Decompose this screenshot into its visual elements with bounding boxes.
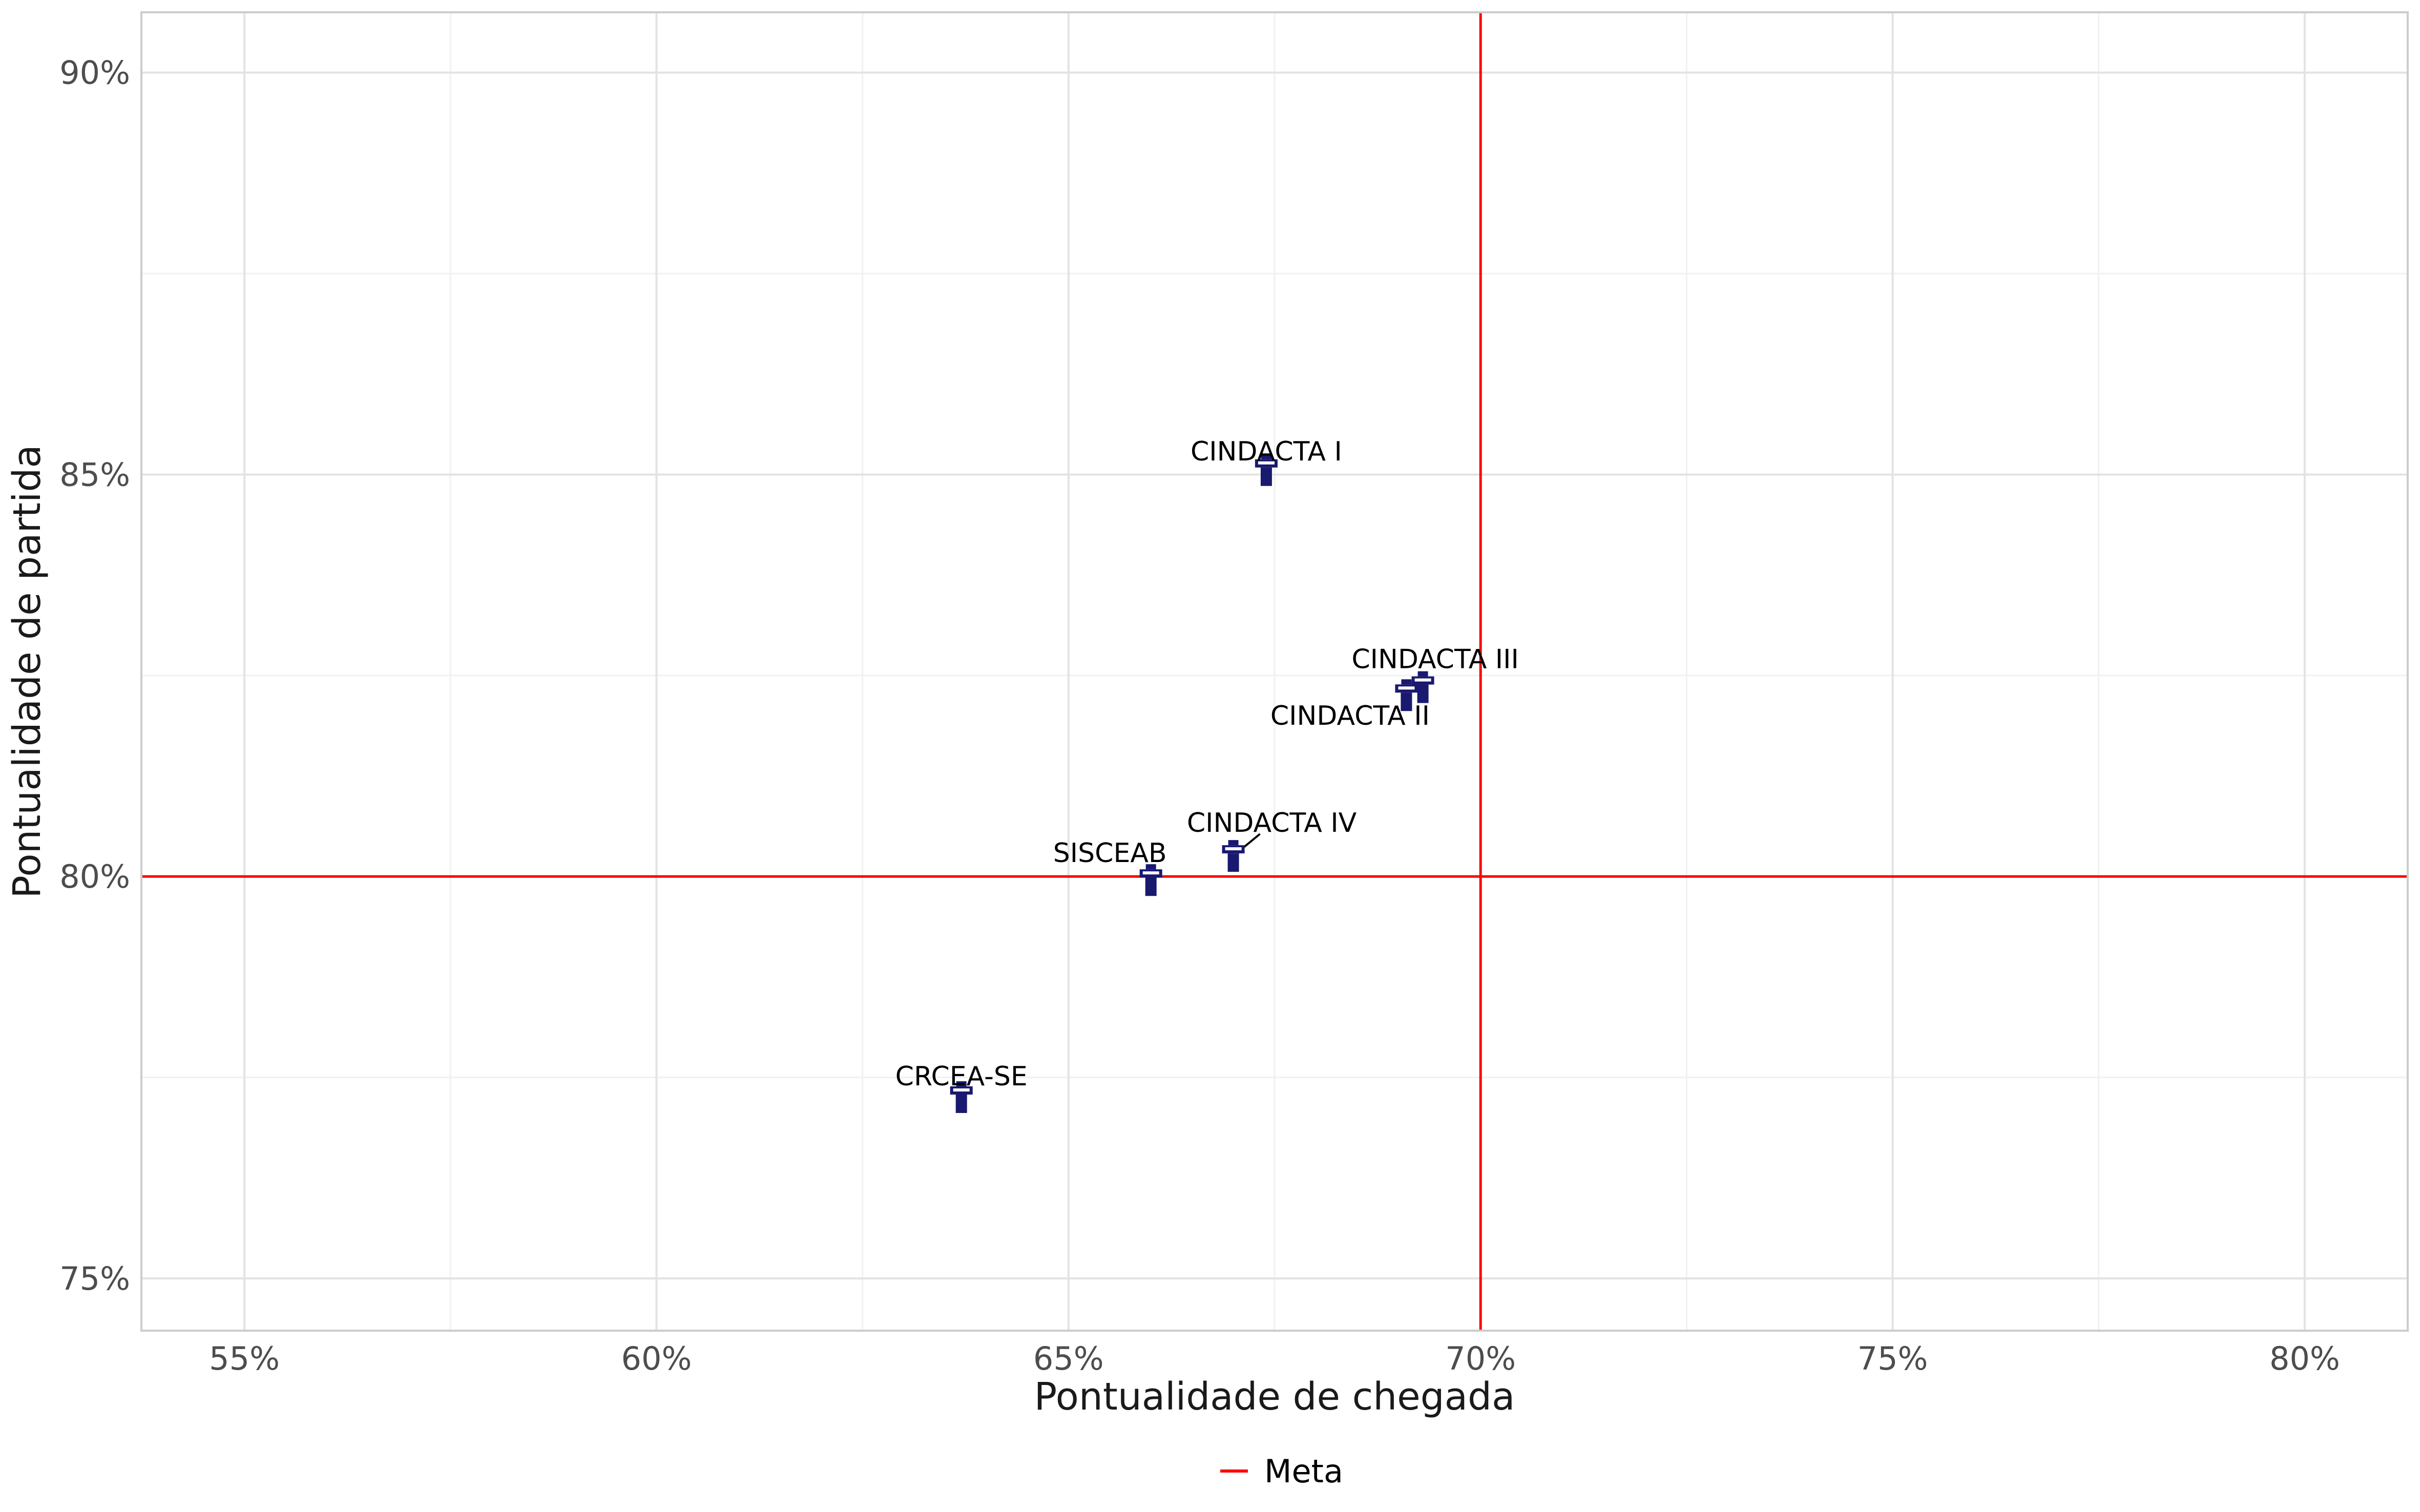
leader-line-cindacta-iv <box>1242 833 1261 849</box>
label-leader-lines <box>1242 833 1261 849</box>
legend: Meta <box>1220 1453 1343 1490</box>
data-label-cindacta-iii: CINDACTA III <box>1351 644 1518 675</box>
x-tick-label: 80% <box>2269 1340 2340 1377</box>
data-label-cindacta-ii: CINDACTA II <box>1270 701 1430 731</box>
data-label-sisceab: SISCEAB <box>1053 838 1167 869</box>
y-axis-ticks: 75% 80% 85% 90% <box>59 54 130 1297</box>
point-marker-cindacta-ii-icon <box>1395 679 1418 711</box>
y-tick-label: 90% <box>59 54 130 92</box>
x-tick-label: 70% <box>1445 1340 1516 1377</box>
y-tick-label: 80% <box>59 858 130 895</box>
point-marker-cindacta-i-icon <box>1255 454 1278 486</box>
legend-label-meta: Meta <box>1264 1453 1343 1490</box>
y-tick-label: 75% <box>59 1260 130 1297</box>
y-axis-title: Pontualidade de partida <box>5 445 49 898</box>
data-labels: CINDACTA I CINDACTA III CINDACTA II CINDACT… <box>895 436 1519 1092</box>
x-tick-label: 75% <box>1858 1340 1928 1377</box>
point-marker-crcea-se-icon <box>950 1081 973 1113</box>
point-marker-cindacta-iv-icon <box>1222 840 1245 872</box>
point-marker-sisceab-icon <box>1139 864 1162 896</box>
point-marker-cindacta-iii-icon <box>1411 671 1434 703</box>
panel-border <box>140 11 2409 1332</box>
data-label-cindacta-i: CINDACTA I <box>1191 436 1342 467</box>
data-label-crcea-se: CRCEA-SE <box>895 1061 1028 1092</box>
x-tick-label: 65% <box>1033 1340 1104 1377</box>
data-points <box>950 454 1434 1113</box>
data-label-cindacta-iv: CINDACTA IV <box>1187 808 1357 838</box>
x-axis-title: Pontualidade de chegada <box>1034 1375 1515 1419</box>
x-axis-ticks: 55% 60% 65% 70% 75% 80% <box>209 1340 2340 1377</box>
meta-reference-lines <box>141 12 2408 1331</box>
x-tick-label: 60% <box>621 1340 692 1377</box>
minor-gridlines <box>141 12 2408 1331</box>
y-tick-label: 85% <box>59 456 130 493</box>
x-tick-label: 55% <box>209 1340 280 1377</box>
